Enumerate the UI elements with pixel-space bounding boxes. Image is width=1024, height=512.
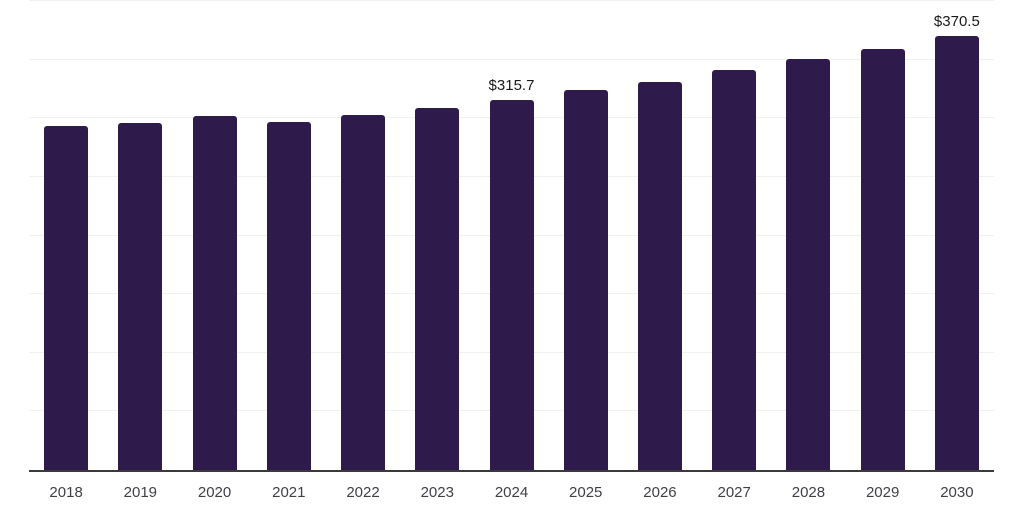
gridline-400 [29, 0, 994, 1]
bar-2030 [934, 35, 979, 470]
bar-2023 [415, 107, 460, 470]
x-tick-2026: 2026 [643, 484, 677, 501]
x-tick-2027: 2027 [717, 484, 751, 501]
bar-2026 [637, 81, 682, 470]
data-label-2030: $370.5 [933, 12, 980, 30]
bar-2024 [489, 99, 534, 470]
bar-2027 [712, 70, 757, 470]
x-tick-2025: 2025 [569, 484, 603, 501]
data-label-2024: $315.7 [488, 76, 535, 94]
x-tick-2019: 2019 [123, 484, 158, 501]
bar-2020 [192, 116, 237, 470]
bar-2029 [860, 48, 905, 470]
bar-2022 [341, 115, 386, 470]
x-tick-2022: 2022 [346, 484, 380, 501]
plot-area: $315.7 $370.5 [29, 0, 994, 470]
gridline-350 [29, 58, 994, 60]
x-tick-2018: 2018 [49, 484, 83, 501]
x-tick-2023: 2023 [420, 484, 454, 501]
bar-2025 [563, 90, 608, 470]
x-tick-2029: 2029 [865, 484, 900, 501]
bar-2019 [118, 122, 163, 470]
bar-2028 [786, 58, 831, 470]
bar-2018 [44, 126, 89, 470]
x-axis-line [29, 470, 994, 472]
x-tick-2021: 2021 [272, 484, 306, 501]
bar-2021 [266, 121, 311, 470]
x-tick-2020: 2020 [197, 484, 232, 501]
x-tick-2030: 2030 [940, 484, 974, 501]
x-tick-2028: 2028 [791, 484, 826, 501]
x-tick-2024: 2024 [494, 484, 529, 501]
